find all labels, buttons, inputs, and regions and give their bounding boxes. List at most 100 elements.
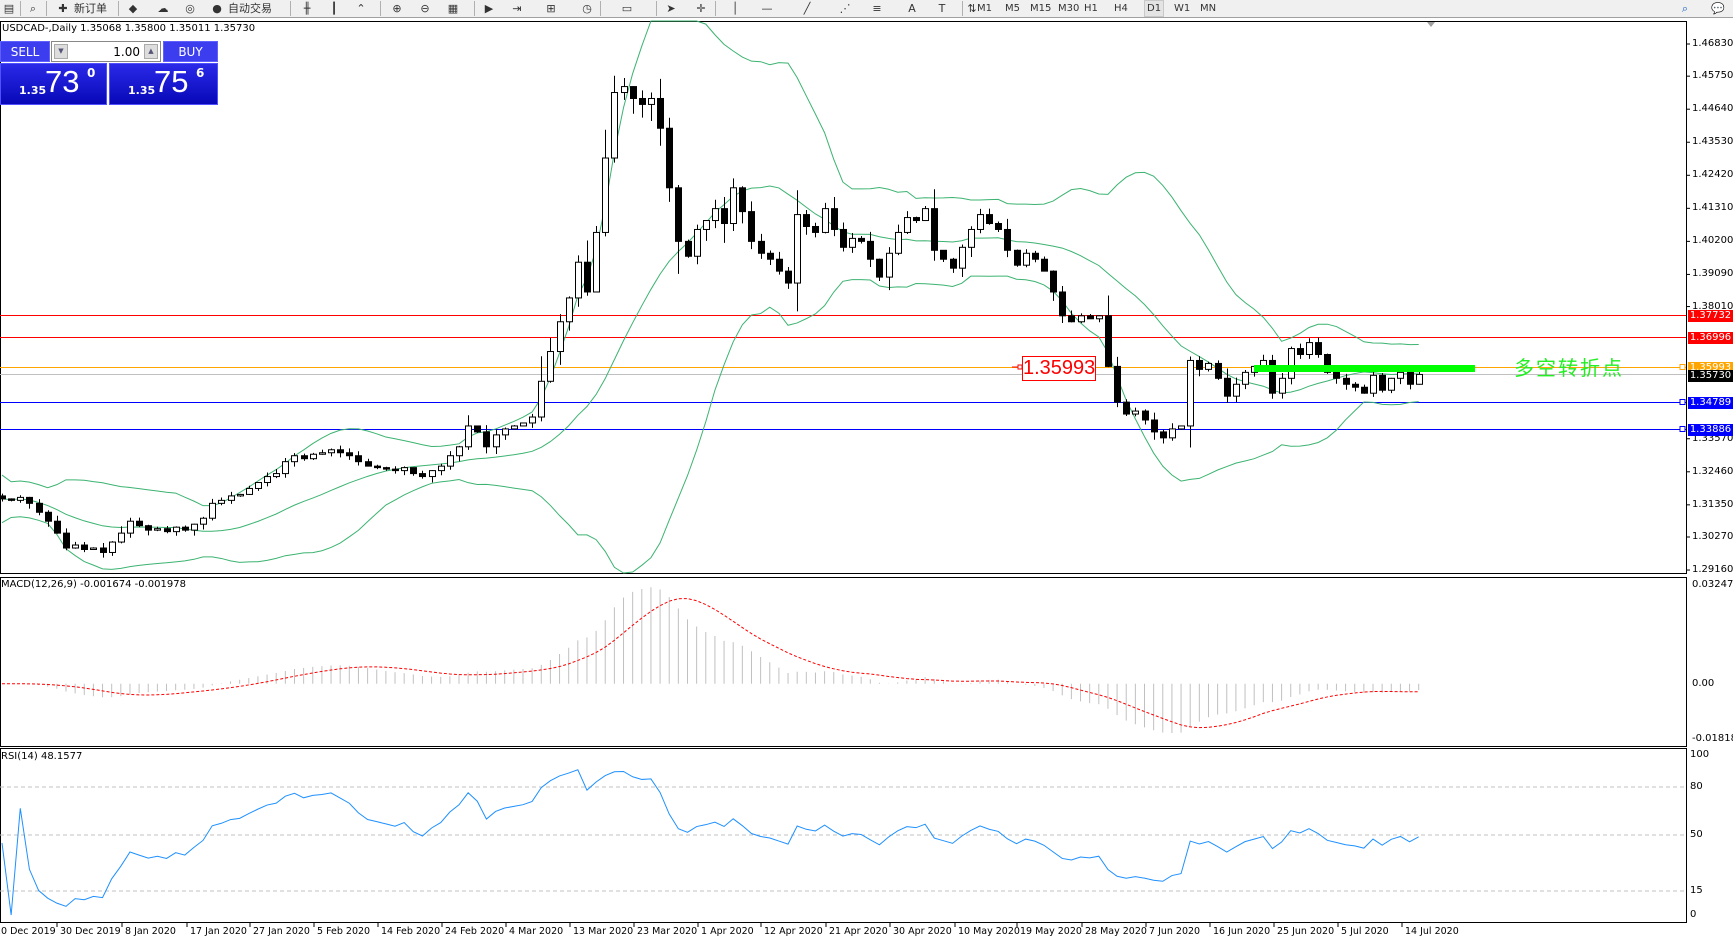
file-icon[interactable]: ▤ [3, 2, 15, 15]
candle[interactable] [602, 129, 609, 237]
chart-shift-marker[interactable] [1427, 22, 1435, 27]
candle[interactable] [1187, 356, 1194, 448]
candle[interactable] [1297, 343, 1304, 359]
candle[interactable] [739, 186, 746, 224]
candle[interactable] [986, 208, 993, 225]
candle[interactable] [209, 498, 216, 521]
buy-button[interactable]: BUY [163, 41, 218, 62]
candle[interactable] [465, 415, 472, 450]
candle[interactable] [1343, 373, 1350, 390]
candle[interactable] [246, 485, 253, 495]
candle[interactable] [328, 448, 335, 457]
candle[interactable] [1068, 310, 1075, 323]
candle[interactable] [611, 75, 618, 163]
candle[interactable] [54, 515, 61, 534]
candle[interactable] [547, 337, 554, 383]
candle[interactable] [940, 249, 947, 263]
candle[interactable] [630, 86, 637, 114]
candle[interactable] [694, 224, 701, 265]
candle[interactable] [529, 413, 536, 428]
candle[interactable] [1050, 270, 1057, 301]
candle[interactable] [17, 495, 24, 503]
candle[interactable] [383, 466, 390, 471]
candle[interactable] [273, 469, 280, 479]
candle[interactable] [776, 251, 783, 275]
candle[interactable] [8, 498, 15, 502]
crosshair-icon[interactable]: ✛ [696, 2, 706, 15]
candle[interactable] [419, 470, 426, 479]
candle[interactable] [218, 497, 225, 506]
indicators-icon[interactable]: ⊞ [546, 2, 556, 15]
candle[interactable] [895, 224, 902, 256]
templates-icon[interactable]: ▭ [621, 2, 633, 15]
candle[interactable] [1242, 370, 1249, 390]
candle[interactable] [1004, 218, 1011, 258]
candle[interactable] [438, 463, 445, 476]
candle[interactable] [712, 199, 719, 229]
candle[interactable] [913, 216, 920, 224]
candle[interactable] [831, 197, 838, 237]
buy-price-button[interactable]: 1.35 75 6 [109, 63, 218, 105]
candle[interactable] [621, 78, 628, 100]
candle[interactable] [493, 429, 500, 455]
candle[interactable] [1379, 372, 1386, 393]
candle[interactable] [72, 541, 79, 549]
candle[interactable] [1205, 361, 1212, 372]
horizontal-line-icon[interactable]: — [761, 2, 773, 15]
candle[interactable] [566, 296, 573, 331]
auto-trade-label[interactable]: 自动交易 [228, 2, 272, 15]
candle[interactable] [0, 493, 6, 502]
candle[interactable] [922, 206, 929, 222]
candle[interactable] [666, 117, 673, 202]
candle[interactable] [685, 239, 692, 258]
candle[interactable] [639, 90, 646, 118]
candle[interactable] [1059, 286, 1066, 324]
candle[interactable] [977, 208, 984, 234]
new-order-icon[interactable]: ✚ [58, 2, 68, 15]
candle[interactable] [1132, 407, 1139, 417]
tile-windows-icon[interactable]: ▦ [447, 2, 459, 15]
candle[interactable] [310, 452, 317, 460]
signals-icon[interactable]: ☁ [157, 2, 169, 15]
candle[interactable] [164, 526, 171, 534]
candle[interactable] [1279, 373, 1286, 399]
timeframe-d1[interactable]: D1 [1144, 0, 1165, 17]
candle[interactable] [648, 92, 655, 122]
timeframe-m15[interactable]: M15 [1030, 3, 1052, 14]
candle[interactable] [1233, 377, 1240, 403]
candle[interactable] [575, 255, 582, 307]
candle[interactable] [410, 467, 417, 476]
candle[interactable] [1023, 249, 1030, 268]
chat-icon[interactable]: 💬 [1711, 2, 1725, 15]
candle[interactable] [1096, 315, 1103, 323]
candle[interactable] [100, 542, 107, 558]
candle[interactable] [255, 482, 262, 491]
candle[interactable] [876, 258, 883, 282]
candle[interactable] [1087, 313, 1094, 320]
candle[interactable] [867, 231, 874, 267]
price-annotation-box[interactable]: 1.35993 [1022, 356, 1096, 381]
candle[interactable] [173, 526, 180, 536]
candle[interactable] [758, 233, 765, 259]
candle[interactable] [557, 314, 564, 365]
candle[interactable] [767, 250, 774, 265]
cursor-icon[interactable]: ➤ [666, 2, 676, 15]
candle[interactable] [520, 422, 527, 427]
auto-scroll-icon[interactable]: ▶ [484, 2, 494, 15]
candle[interactable] [191, 523, 198, 536]
candle[interactable] [730, 178, 737, 232]
zoom-in-icon[interactable]: ⊕ [392, 2, 402, 15]
candle[interactable] [1306, 338, 1313, 359]
timeframe-w1[interactable]: W1 [1174, 3, 1191, 14]
candle[interactable] [959, 244, 966, 277]
candle[interactable] [1388, 377, 1395, 394]
candle[interactable] [785, 266, 792, 289]
candle[interactable] [392, 466, 399, 474]
candle[interactable] [81, 542, 88, 553]
candle[interactable] [794, 190, 801, 312]
candle[interactable] [858, 236, 865, 244]
chart-shift-icon[interactable]: ⇥ [512, 2, 522, 15]
arrows-icon[interactable]: ⇅ [967, 2, 977, 15]
candle[interactable] [136, 517, 143, 528]
